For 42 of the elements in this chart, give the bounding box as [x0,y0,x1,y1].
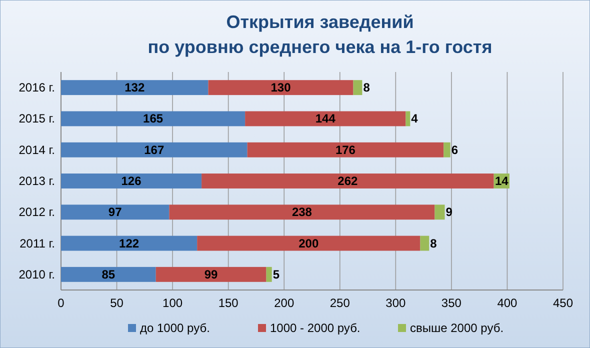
data-label: 262 [338,174,358,188]
x-tick-label: 100 [162,296,183,310]
x-tick-label: 50 [110,296,124,310]
data-label: 99 [204,267,218,282]
data-label: 9 [446,205,453,220]
x-tick-label: 450 [552,296,574,310]
data-label: 14 [494,174,509,188]
data-label: 85 [102,267,116,282]
x-tick-label: 200 [274,296,294,310]
data-label: 8 [430,236,438,250]
x-tick-label: 250 [330,296,350,310]
chart-title: Открытия заведений по уровню среднего чека на 1-го гостя [148,12,492,57]
legend-label: до 1000 руб. [140,321,210,335]
data-label: 176 [335,142,356,157]
y-tick-label: 2016 г. [18,80,55,95]
x-tick-label: 350 [441,296,462,310]
data-label: 4 [411,112,418,126]
y-tick-label: 2013 г. [18,174,55,188]
y-tick-label: 2014 г. [18,142,55,157]
legend-label: свыше 2000 руб. [410,321,504,335]
data-label: 6 [451,142,458,157]
data-label: 200 [298,236,319,250]
data-label: 8 [363,80,370,95]
data-label: 122 [119,236,140,250]
data-label: 238 [292,205,312,220]
legend-label: 1000 - 2000 руб. [270,321,360,335]
x-tick-label: 300 [386,296,406,310]
data-label: 130 [270,80,292,95]
data-label: 5 [272,267,280,282]
x-tick-label: 150 [218,296,239,310]
x-tick-label: 0 [58,296,65,310]
y-tick-label: 2012 г. [18,205,55,220]
data-label: 132 [124,80,145,95]
x-tick-label: 400 [497,296,518,310]
data-label: 167 [144,142,164,157]
data-label: 165 [143,112,164,126]
data-label: 126 [121,174,142,188]
data-label: 97 [108,205,122,220]
data-label: 144 [315,112,336,126]
y-tick-label: 2015 г. [18,112,55,126]
y-tick-label: 2010 г. [18,267,55,282]
y-tick-label: 2011 г. [20,236,55,250]
